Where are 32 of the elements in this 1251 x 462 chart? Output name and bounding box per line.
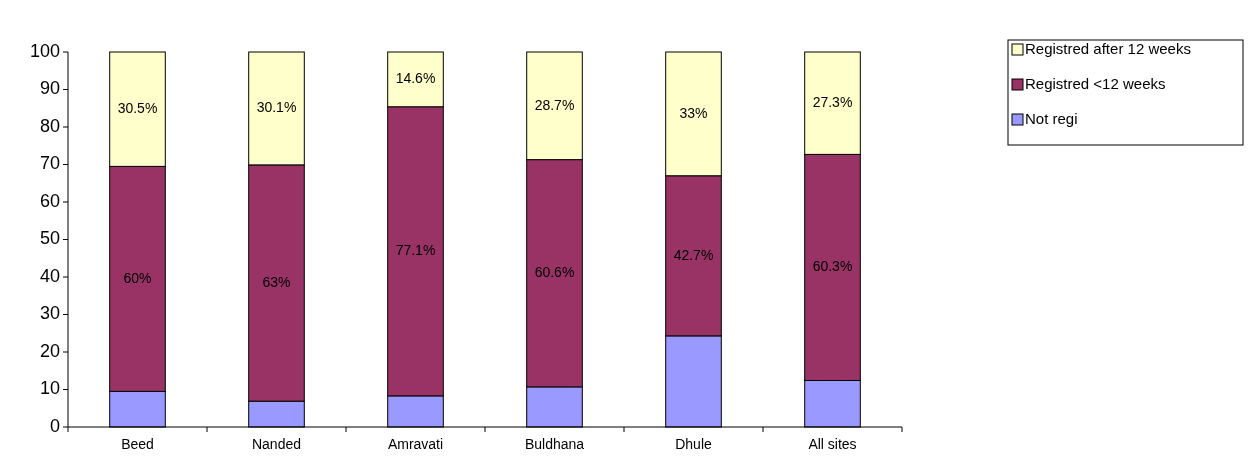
y-tick-label: 60 — [39, 190, 60, 211]
legend-label: Not regi — [1025, 109, 1078, 127]
data-label: 60.6% — [534, 263, 575, 280]
data-label: 28.7% — [534, 96, 575, 113]
data-label: 42.7% — [673, 246, 714, 263]
y-tick-label: 40 — [39, 265, 60, 286]
y-tick-label: 90 — [39, 78, 60, 99]
x-tick-label: Beed — [121, 436, 154, 452]
y-tick-label: 10 — [39, 378, 60, 399]
data-label: 14.6% — [395, 70, 436, 87]
y-tick-label: 30 — [39, 303, 60, 324]
legend-label: Registred <12 weeks — [1025, 74, 1166, 92]
x-tick-label: Dhule — [675, 436, 712, 452]
x-tick-label: Buldhana — [524, 436, 585, 452]
data-label: 27.3% — [812, 93, 853, 110]
legend-label: Registred after 12 weeks — [1025, 39, 1191, 57]
data-label: 60% — [123, 269, 152, 286]
data-label: 77.1% — [395, 242, 436, 259]
data-label: 30.1% — [256, 99, 297, 116]
y-tick-label: 100 — [29, 40, 60, 61]
x-tick-label: All sites — [808, 436, 857, 452]
y-tick-label: 0 — [49, 415, 60, 436]
data-label: 30.5% — [117, 99, 158, 116]
y-tick-label: 80 — [39, 115, 60, 136]
data-label: 63% — [262, 273, 291, 290]
y-tick-label: 70 — [39, 153, 60, 174]
x-tick-label: Nanded — [251, 436, 302, 452]
x-tick-label: Amravati — [387, 436, 444, 452]
y-tick-label: 20 — [39, 340, 60, 361]
y-tick-label: 50 — [39, 228, 60, 249]
data-label: 33% — [679, 104, 708, 121]
data-label: 60.3% — [812, 258, 853, 275]
